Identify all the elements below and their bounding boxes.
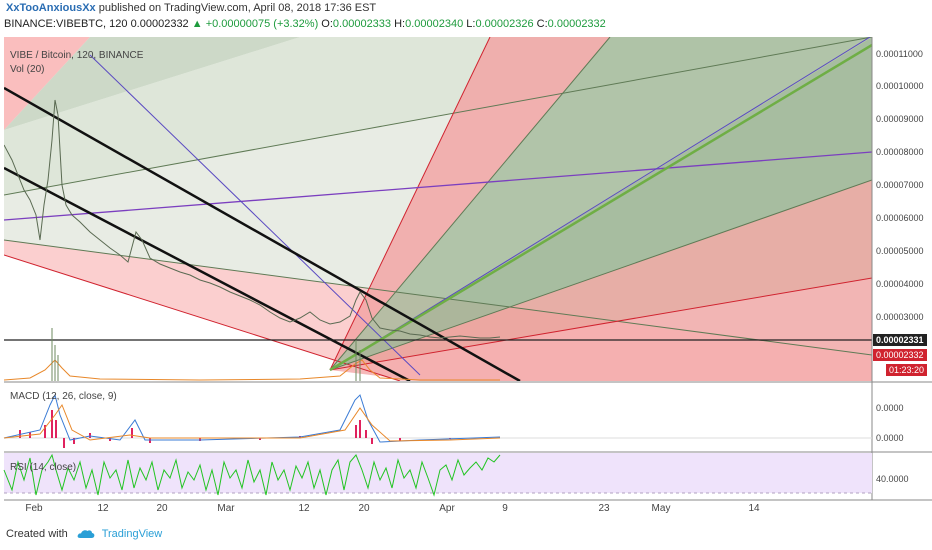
- price-tick: 0.00005000: [876, 246, 924, 256]
- price-change: ▲ +0.00000075 (+3.32%): [191, 18, 319, 30]
- date-tick: 23: [598, 503, 610, 514]
- date-tick: 20: [358, 503, 370, 514]
- fan-lines: [4, 37, 872, 381]
- macd-signal: [3, 403, 501, 442]
- volume-label: Vol (20): [10, 64, 45, 75]
- publish-line: XxTooAnxiousXx published on TradingView.…: [6, 2, 376, 14]
- low-label: L:: [466, 18, 476, 30]
- volume-line: [4, 359, 500, 381]
- macd-pane[interactable]: [3, 393, 872, 448]
- chart-canvas[interactable]: [0, 36, 932, 523]
- date-tick: 12: [97, 503, 109, 514]
- date-tick: Feb: [25, 503, 43, 514]
- date-tick: 14: [748, 503, 760, 514]
- price-tick: 0.00008000: [876, 147, 924, 157]
- date-tick: Mar: [217, 503, 235, 514]
- date-tick: 12: [298, 503, 310, 514]
- low-value: 0.00002326: [475, 18, 534, 30]
- author-link[interactable]: XxTooAnxiousXx: [6, 2, 96, 14]
- fan-wedge-right-red3: [330, 278, 872, 381]
- high-label: H:: [394, 18, 406, 30]
- published-text: published on TradingView.com, April 08, …: [95, 2, 377, 14]
- high-value: 0.00002340: [405, 18, 464, 30]
- main-pane-title: VIBE / Bitcoin, 120, BINANCE: [10, 50, 144, 61]
- tradingview-cloud-icon: [77, 530, 95, 539]
- price-tick: 0.00004000: [876, 279, 924, 289]
- price-tick: 0.00006000: [876, 213, 924, 223]
- macd-histogram: [19, 410, 451, 448]
- open-value: 0.00002333: [332, 18, 392, 30]
- rsi-pane[interactable]: [3, 453, 872, 497]
- price-tick: 0.00009000: [876, 114, 924, 124]
- macd-line: [3, 393, 501, 443]
- open-label: O:: [321, 18, 333, 30]
- symbol-name: BINANCE:VIBEBTC, 120: [4, 18, 128, 30]
- tradingview-link[interactable]: TradingView: [101, 528, 163, 540]
- price-series: [4, 99, 501, 339]
- rsi-label: RSI (14, close): [10, 462, 77, 473]
- macd-label: MACD (12, 26, close, 9): [10, 391, 117, 402]
- macd-tick: 0.0000: [876, 433, 904, 443]
- date-tick: May: [651, 503, 671, 514]
- current-price-tag: 0.00002331: [873, 334, 927, 346]
- price-tick: 0.00011000: [876, 49, 923, 59]
- bar-countdown-tag: 01:23:20: [886, 364, 928, 376]
- rsi-tick: 40.0000: [876, 474, 909, 484]
- price-tick: 0.00003000: [876, 312, 924, 322]
- date-tick: 20: [156, 503, 168, 514]
- price-tick: 0.00010000: [876, 81, 924, 91]
- date-tick: Apr: [439, 503, 455, 514]
- close-value: 0.00002332: [547, 18, 606, 30]
- last-price-tag: 0.00002332: [873, 349, 927, 361]
- close-label: C:: [536, 18, 548, 30]
- macd-tick: 0.0000: [876, 403, 904, 413]
- footer: Created with TradingView: [6, 528, 162, 540]
- date-tick: 9: [502, 503, 508, 514]
- price-tick: 0.00007000: [876, 180, 924, 190]
- rsi-line: [3, 453, 501, 497]
- volume-bars: [51, 328, 361, 381]
- last-price: 0.00002332: [130, 18, 189, 30]
- symbol-line: BINANCE:VIBEBTC, 120 0.00002332 ▲ +0.000…: [4, 18, 606, 30]
- created-with-text: Created with: [6, 528, 68, 540]
